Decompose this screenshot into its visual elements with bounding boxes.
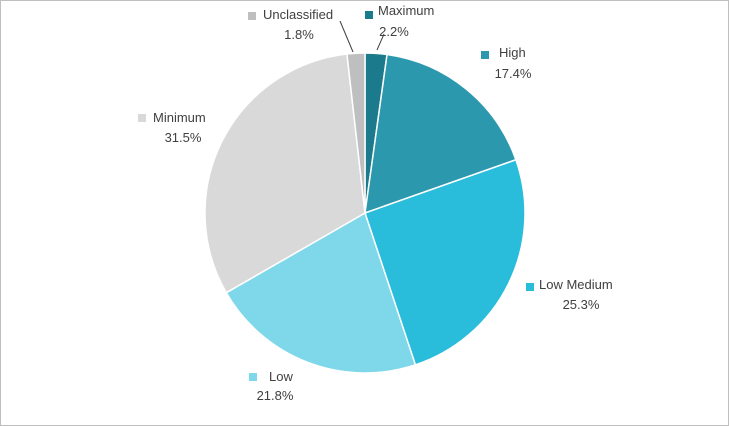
pie-slice-unclassified xyxy=(346,52,366,214)
legend-key-low xyxy=(249,373,257,381)
legend-key-low-medium xyxy=(526,283,534,291)
data-label-unclassified: Unclassified xyxy=(263,7,333,22)
pie-slice-minimum xyxy=(204,53,366,294)
data-percent-unclassified: 1.8% xyxy=(284,27,314,42)
data-label-low-medium: Low Medium xyxy=(539,277,613,292)
pie-slice-low-medium xyxy=(364,158,526,366)
leader-line-maximum xyxy=(376,33,385,51)
data-percent-low: 21.8% xyxy=(257,388,294,403)
legend-key-maximum xyxy=(365,11,373,19)
legend-key-unclassified xyxy=(248,12,256,20)
data-label-high: High xyxy=(499,45,526,60)
data-percent-high: 17.4% xyxy=(495,66,532,81)
leader-line-unclassified xyxy=(339,20,354,53)
data-percent-low-medium: 25.3% xyxy=(563,297,600,312)
data-percent-minimum: 31.5% xyxy=(165,130,202,145)
data-label-minimum: Minimum xyxy=(153,110,206,125)
legend-key-high xyxy=(481,51,489,59)
legend-key-minimum xyxy=(138,114,146,122)
data-label-low: Low xyxy=(269,369,293,384)
data-percent-maximum: 2.2% xyxy=(379,24,409,39)
pie-slice-high xyxy=(364,53,517,215)
pie-slice-low xyxy=(225,211,417,374)
data-label-maximum: Maximum xyxy=(378,3,434,18)
